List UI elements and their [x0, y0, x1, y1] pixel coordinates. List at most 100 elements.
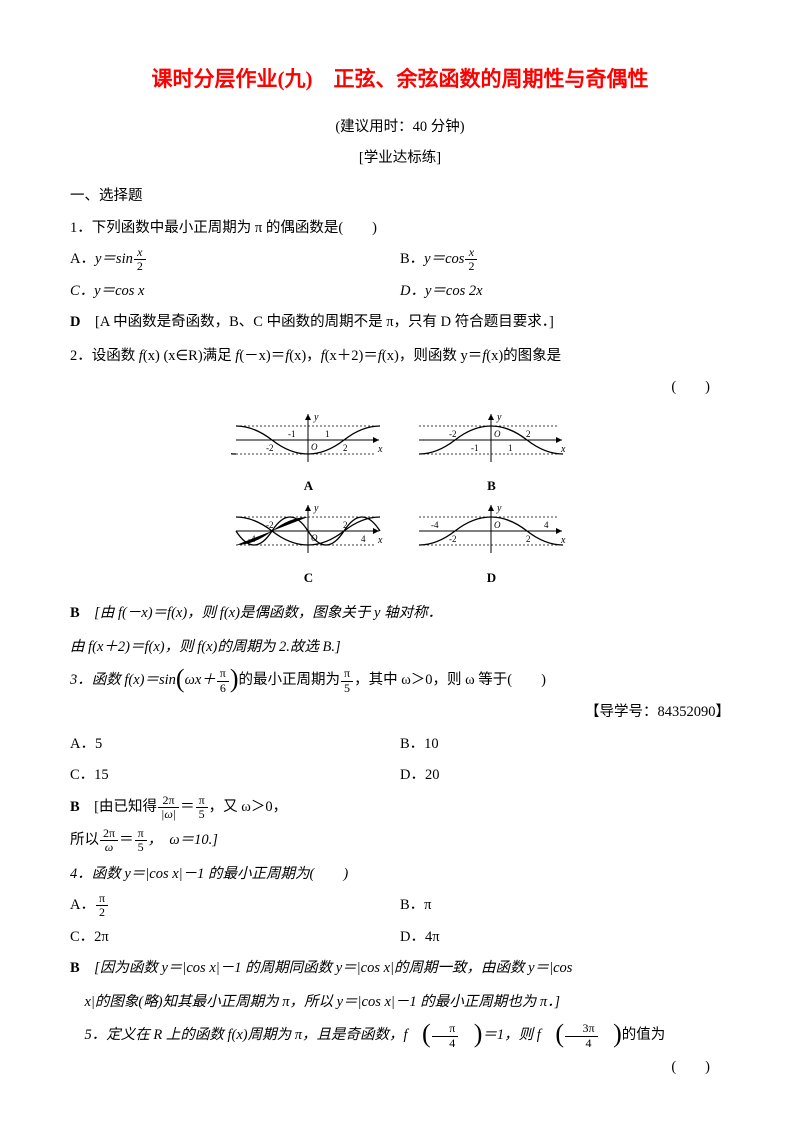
q1-options-row1: A．y＝sinx2 B．y＝cosx2	[70, 246, 730, 274]
svg-text:O: O	[311, 533, 318, 543]
t: (x)的图象是	[486, 348, 561, 364]
q3-frac3: 2πω	[100, 827, 118, 854]
frac-den: 5	[341, 682, 353, 695]
graph-b-svg: x y -2-1 12 O	[414, 410, 569, 466]
svg-text:4: 4	[544, 520, 549, 530]
svg-text:x: x	[560, 535, 566, 546]
page-subtitle: (建议用时：40 分钟)	[70, 114, 730, 142]
q4-answer-text: [因为函数 y＝|cos x|－1 的周期同函数 y＝|cos x|的周期一致，…	[80, 960, 573, 976]
q3-inner-frac: π6	[217, 667, 229, 694]
q1-answer: D [A 中函数是奇函数，B、C 中函数的周期不是 π，只有 D 符合题目要求．…	[70, 309, 730, 337]
svg-text:1: 1	[325, 429, 330, 439]
t: (－x)＝	[239, 348, 285, 364]
q3-period-frac: π5	[341, 667, 353, 694]
t: [由已知得	[80, 799, 157, 815]
q1-opt-b-prefix: B．	[400, 251, 424, 267]
t: ，又 ω＞0，	[209, 799, 287, 815]
q5-frac1: π4	[432, 1022, 459, 1049]
q4-text: 4．函数 y＝|cos x|－1 的最小正周期为( )	[70, 861, 730, 889]
t: 3．函数 f(x)＝sin	[70, 672, 176, 688]
q1-opt-b-expr: y＝cos	[424, 251, 464, 267]
graph-c-label: C	[231, 566, 386, 591]
svg-text:-4: -4	[431, 520, 439, 530]
q1-opt-b-frac: x2	[465, 246, 477, 273]
q4-opt-d: D．4π	[400, 924, 730, 952]
t: (x＋2)＝	[325, 348, 378, 364]
graph-a-label: A	[231, 474, 386, 499]
frac-num: π	[96, 892, 108, 906]
t: ωx＋	[185, 672, 216, 688]
q1-opt-c: C．y＝cos x	[70, 278, 400, 306]
svg-text:4: 4	[361, 534, 366, 544]
graph-d-label: D	[414, 566, 569, 591]
section-title: [学业达标练]	[70, 145, 730, 173]
t: 的最小正周期为	[239, 672, 341, 688]
q2-text: 2．设函数 f(x) (x∈R)满足 f(－x)＝f(x)，f(x＋2)＝f(x…	[70, 343, 730, 371]
q1-opt-a: A．y＝sinx2	[70, 246, 400, 274]
q4-opt-c: C．2π	[70, 924, 400, 952]
t: A．	[70, 897, 95, 913]
frac-num: π	[135, 827, 147, 841]
frac-den: 2	[96, 906, 108, 919]
q1-answer-label: D	[70, 314, 80, 330]
t: ＝1，则 f	[482, 1027, 540, 1043]
t: 所以	[70, 832, 99, 848]
t: (x)，	[289, 348, 320, 364]
q1-opt-a-frac: x2	[134, 246, 146, 273]
svg-text:x: x	[377, 535, 383, 546]
q1-opt-d: D．y＝cos 2x	[400, 278, 730, 306]
graph-b-label: B	[414, 474, 569, 499]
frac-den: 2	[465, 260, 477, 273]
q2-graphs: x y -2-1 12 O A x y -2-1 12 O	[70, 410, 730, 590]
q3-text: 3．函数 f(x)＝sin(ωx＋π6)的最小正周期为π5，其中 ω＞0，则 ω…	[70, 667, 730, 695]
frac-num: π	[196, 794, 208, 808]
svg-text:O: O	[494, 429, 501, 439]
svg-text:-2: -2	[449, 429, 457, 439]
q4-options-row1: A．π2 B．π	[70, 892, 730, 920]
page-title: 课时分层作业(九) 正弦、余弦函数的周期性与奇偶性	[70, 60, 730, 100]
svg-text:y: y	[313, 503, 319, 514]
lparen-icon: (	[541, 1021, 564, 1047]
svg-text:x: x	[560, 444, 566, 455]
svg-text:x: x	[377, 444, 383, 455]
q4-answer: B [因为函数 y＝|cos x|－1 的周期同函数 y＝|cos x|的周期一…	[70, 955, 730, 983]
q5-paren: ( )	[70, 1054, 730, 1082]
frac-num: π	[432, 1022, 459, 1036]
q5-frac2: 3π4	[565, 1022, 598, 1049]
frac-num: π	[341, 667, 353, 681]
frac-den: ω	[100, 841, 118, 854]
frac-den: 5	[135, 841, 147, 854]
q3-frac2: π5	[196, 794, 208, 821]
q4-options-row2: C．2π D．4π	[70, 924, 730, 952]
t: 2．设函数	[70, 348, 139, 364]
q2-answer-line2: 由 f(x＋2)＝f(x)，则 f(x)的周期为 2.故选 B.]	[70, 634, 730, 662]
rparen-icon: )	[230, 666, 239, 692]
svg-text:O: O	[494, 520, 501, 530]
q3-opt-d: D．20	[400, 762, 730, 790]
svg-text:y: y	[313, 412, 319, 423]
frac-num: 2π	[100, 827, 118, 841]
t: ＝	[119, 832, 134, 848]
rparen-icon: )	[459, 1021, 482, 1047]
frac-num: x	[134, 246, 146, 260]
frac-num: 3π	[565, 1022, 598, 1036]
frac-den: 2	[134, 260, 146, 273]
q3-ref: 【导学号：84352090】	[70, 699, 730, 727]
q3-answer-label: B	[70, 799, 80, 815]
svg-text:2: 2	[343, 443, 348, 453]
q3-answer: B [由已知得2π|ω|＝π5，又 ω＞0，	[70, 794, 730, 822]
q3-frac1: 2π|ω|	[158, 794, 179, 821]
frac-den: 5	[196, 808, 208, 821]
svg-text:-2: -2	[266, 520, 274, 530]
q3-options-row2: C．15 D．20	[70, 762, 730, 790]
q4-opt-a: A．π2	[70, 892, 400, 920]
svg-text:-4: -4	[248, 534, 256, 544]
q2-answer: B [由 f(－x)＝f(x)，则 f(x)是偶函数，图象关于 y 轴对称．	[70, 600, 730, 628]
frac-den: 4	[565, 1037, 598, 1050]
q2-answer-text: [由 f(－x)＝f(x)，则 f(x)是偶函数，图象关于 y 轴对称．	[80, 605, 442, 621]
q1-opt-b: B．y＝cosx2	[400, 246, 730, 274]
svg-text:1: 1	[508, 443, 513, 453]
q4-opt-a-frac: π2	[96, 892, 108, 919]
graph-d: x y -4-2 24 O D	[414, 501, 569, 590]
svg-text:2: 2	[526, 534, 531, 544]
